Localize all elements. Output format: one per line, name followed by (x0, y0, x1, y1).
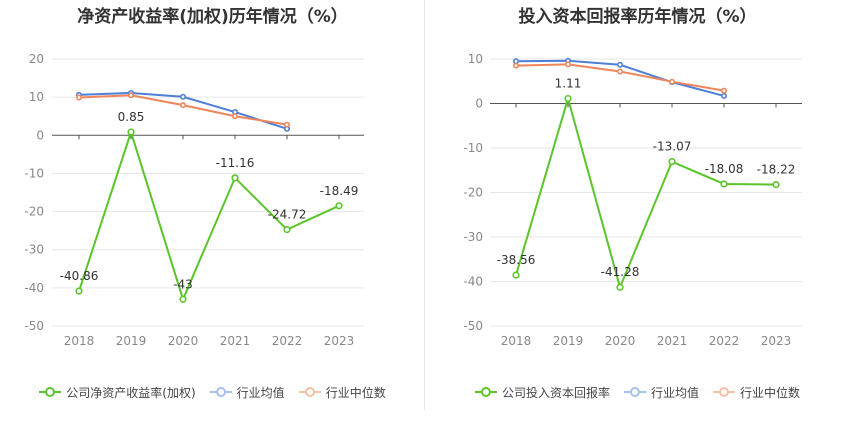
y-tick-label: -20 (463, 186, 483, 200)
y-tick-label: -50 (24, 319, 44, 333)
legend-marker-icon (298, 386, 321, 398)
data-point (127, 128, 135, 136)
data-label: -24.72 (268, 208, 307, 222)
x-tick-label: 2018 (501, 334, 532, 348)
y-tick-label: -10 (24, 166, 44, 180)
y-tick-label: 10 (29, 90, 44, 104)
legend-label: 公司投入资本回报率 (501, 385, 610, 400)
data-point (617, 68, 624, 75)
data-point (232, 113, 239, 120)
series-line (78, 128, 340, 303)
data-point (616, 283, 624, 291)
legend-marker-icon (713, 386, 735, 398)
data-point (565, 61, 572, 68)
data-label: -40.86 (60, 269, 99, 283)
data-label: -43 (173, 277, 193, 291)
y-tick-label: 0 (475, 97, 483, 111)
data-point (564, 94, 572, 103)
x-tick-label: 2018 (64, 334, 95, 348)
y-tick-label: 0 (36, 128, 44, 142)
data-point (720, 180, 728, 188)
x-tick-label: 2019 (553, 334, 584, 348)
legend-marker-icon (474, 386, 497, 398)
data-point (76, 94, 83, 101)
data-point (720, 87, 727, 94)
roe-chart-panel: 净资产收益率(加权)历年情况（%） 20 10 0 -10 -20 -30 -40 -50 20… (0, 7, 425, 403)
data-point (617, 61, 624, 68)
roe-chart-title: 净资产收益率(加权)历年情况（%） (77, 7, 348, 27)
x-tick-label: 2021 (657, 334, 688, 348)
legend-item-industry-mean[interactable]: 行业均值 (623, 384, 699, 401)
data-point (669, 78, 676, 85)
roic-chart: 10 0 -10 -20 -30 -40 -50 2018 2019 2020 2021 2022 20… (463, 52, 802, 348)
x-tick-label: 2020 (168, 334, 199, 348)
x-tick-label: 2021 (220, 334, 251, 348)
roic-chart-panel: 投入资本回报率历年情况（%） 10 0 -10 -20 -30 -40 -50 2018 201… (425, 0, 850, 436)
data-point (335, 202, 343, 210)
data-point (772, 180, 780, 189)
x-tick-label: 2023 (761, 334, 792, 348)
legend-item-industry-median[interactable]: 行业中位数 (298, 384, 386, 401)
legend-marker-icon (39, 386, 62, 398)
y-tick-label: -30 (24, 243, 44, 257)
legend-marker-icon (623, 386, 646, 398)
y-tick-label: 10 (468, 52, 483, 66)
data-point (283, 225, 291, 234)
legend-item-industry-median[interactable]: 行业中位数 (713, 384, 800, 401)
roe-legend: 公司净资产收益率(加权) 行业均值 行业中位数 (0, 381, 425, 403)
data-point (512, 271, 520, 279)
y-tick-label: -30 (463, 230, 483, 244)
data-point (283, 121, 290, 128)
y-tick-label: -40 (463, 275, 483, 289)
x-tick-label: 2022 (272, 334, 303, 348)
data-point (668, 158, 676, 166)
data-point (75, 287, 83, 295)
data-label: -18.22 (757, 163, 796, 177)
legend-item-company-roe[interactable]: 公司净资产收益率(加权) (39, 384, 196, 401)
legend-marker-icon (209, 386, 232, 398)
x-tick-label: 2022 (709, 334, 740, 348)
panel-divider (424, 0, 425, 410)
data-label: -18.08 (705, 162, 744, 176)
y-tick-label: -10 (463, 141, 483, 155)
x-tick-label: 2019 (116, 334, 147, 348)
data-label: -13.07 (653, 140, 692, 154)
data-label: -41.28 (601, 265, 640, 279)
data-point (179, 295, 187, 303)
data-label: -38.56 (497, 253, 536, 267)
data-label: -18.49 (320, 184, 359, 198)
legend-label: 行业中位数 (325, 385, 386, 400)
data-label: 0.85 (118, 110, 145, 124)
data-point (180, 102, 187, 109)
roe-chart: 20 10 0 -10 -20 -30 -40 -50 2018 2019 2020 2021 2022… (24, 52, 364, 348)
y-tick-label: -50 (463, 319, 483, 333)
legend-label: 行业均值 (650, 385, 699, 400)
legend-item-company-roic[interactable]: 公司投入资本回报率 (474, 384, 610, 401)
data-point (128, 92, 135, 99)
data-point (180, 93, 187, 100)
legend-item-industry-mean[interactable]: 行业均值 (209, 384, 285, 401)
series-line (515, 94, 777, 291)
data-point (720, 92, 727, 99)
roic-legend: 公司投入资本回报率 行业均值 行业中位数 (425, 381, 850, 403)
legend-label: 行业中位数 (740, 385, 801, 400)
x-tick-label: 2020 (605, 334, 636, 348)
data-point (231, 174, 239, 182)
data-label: 1.11 (555, 77, 582, 91)
roic-chart-title: 投入资本回报率历年情况（%） (518, 7, 757, 27)
data-point (513, 62, 520, 69)
y-tick-label: 20 (29, 52, 44, 66)
legend-label: 公司净资产收益率(加权) (66, 385, 196, 400)
x-tick-label: 2023 (324, 334, 355, 348)
y-tick-label: -40 (24, 281, 44, 295)
legend-label: 行业均值 (236, 385, 285, 400)
y-tick-label: -20 (24, 205, 44, 219)
data-label: -11.16 (216, 156, 255, 170)
